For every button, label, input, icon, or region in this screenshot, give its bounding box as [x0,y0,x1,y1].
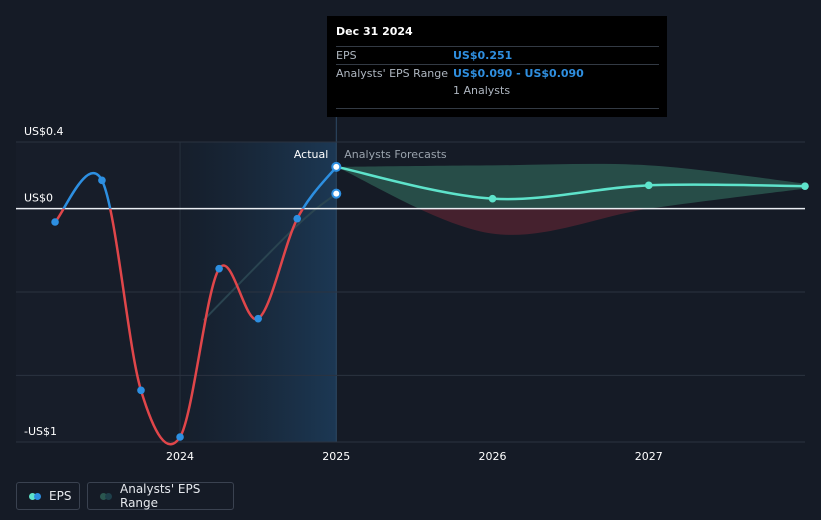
y-tick-label: US$0 [24,192,53,205]
forecast-range-band-negative [418,208,649,235]
legend-eps-label: EPS [49,489,72,503]
tooltip-eps-row: EPS US$0.251 [336,46,659,64]
forecast-point [488,194,497,203]
eps-swatch-icon [29,492,41,500]
y-tick-label: US$0.4 [24,125,64,138]
eps-point [51,218,59,226]
tooltip: Dec 31 2024 EPS US$0.251 Analysts' EPS R… [327,16,667,117]
tooltip-range-label: Analysts' EPS Range [336,67,449,80]
x-tick-label: 2025 [322,450,350,463]
forecast-label: Analysts Forecasts [344,148,447,161]
x-tick-label: 2024 [166,450,194,463]
eps-line-negative [54,208,305,446]
eps-point [254,314,262,323]
eps-point [137,386,145,395]
eps-line-positive [62,166,338,209]
eps-point [98,176,106,185]
forecast-range-band [336,163,805,209]
legend-range-label: Analysts' EPS Range [120,482,201,510]
y-tick-label: -US$1 [24,425,57,438]
tooltip-range-value: US$0.090 - US$0.090 [453,67,584,80]
tooltip-eps-label: EPS [336,49,357,62]
tooltip-eps-value: US$0.251 [453,49,513,62]
eps-point [215,264,223,273]
eps-forecast-line [336,165,806,201]
eps-point [331,161,342,172]
tooltip-divider [336,108,659,109]
tooltip-date: Dec 31 2024 [336,25,413,38]
x-tick-label: 2026 [479,450,507,463]
forecast-point [801,182,809,190]
actual-label: Actual [294,148,328,161]
eps-point [176,433,184,441]
range-swatch-icon [100,492,112,500]
tooltip-range-row: Analysts' EPS Range US$0.090 - US$0.090 [336,64,659,82]
tooltip-analysts-count: 1 Analysts [453,84,511,97]
legend-range-button[interactable]: Analysts' EPS Range [87,482,234,510]
tooltip-analysts-row: 1 Analysts [336,82,659,99]
range-point [331,188,342,199]
x-tick-label: 2027 [635,450,663,463]
eps-point [293,214,302,223]
forecast-point [644,181,653,190]
legend-eps-button[interactable]: EPS [16,482,80,510]
